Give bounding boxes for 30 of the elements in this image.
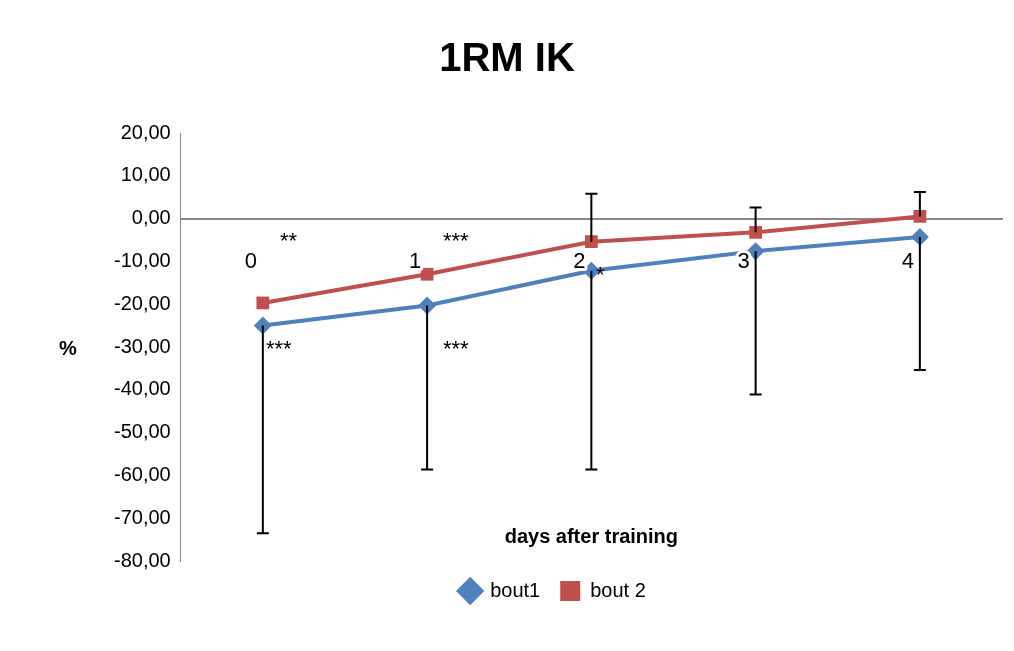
y-tick-label: 20,00 [120, 120, 171, 143]
x-tick-label: 0 [244, 247, 257, 273]
annotation: ** [280, 228, 298, 254]
point [420, 267, 434, 281]
y-tick-label: -20,00 [113, 291, 171, 314]
y-tick-label: -40,00 [113, 377, 171, 400]
x-axis-title: days after training [504, 524, 679, 547]
x-tick-label: 4 [901, 247, 914, 273]
y-tick-label: -60,00 [113, 462, 171, 485]
y-tick-label: -10,00 [113, 248, 171, 271]
point [749, 225, 762, 239]
annotation: *** [266, 336, 293, 362]
legend-label: bout 2 [590, 578, 646, 601]
y-tick-label: -30,00 [113, 334, 171, 357]
y-tick-label: 0,00 [131, 206, 171, 229]
annotation: *** [443, 336, 470, 362]
y-tick-label: -80,00 [113, 548, 171, 571]
x-tick-label: 2 [573, 247, 586, 273]
x-tick-label: 1 [408, 247, 422, 273]
y-tick-label: 10,00 [120, 163, 171, 186]
x-tick-label: 3 [737, 247, 750, 273]
chart-title: 1RM IK [439, 35, 575, 80]
point [256, 296, 270, 310]
annotation: * [596, 262, 605, 288]
point [584, 235, 598, 249]
annotation: *** [443, 228, 470, 254]
y-tick-label: -70,00 [113, 505, 171, 528]
y-tick-label: -50,00 [113, 420, 171, 443]
legend-label: bout1 [490, 578, 541, 601]
y-axis-title: % [59, 336, 78, 359]
